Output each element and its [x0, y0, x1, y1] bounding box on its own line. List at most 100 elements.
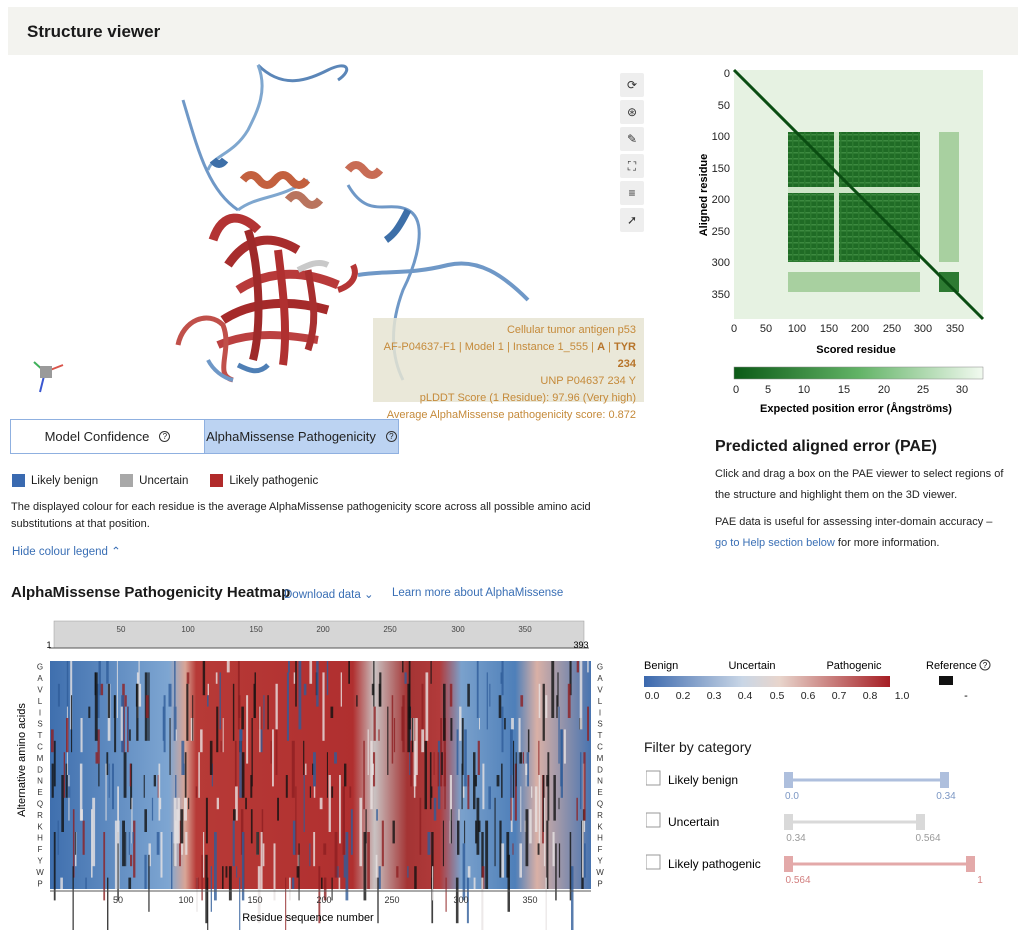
svg-text:0.34: 0.34 — [936, 791, 956, 802]
amino-acid-label: F — [38, 845, 43, 854]
svg-text:350: 350 — [712, 289, 730, 301]
cursor-icon[interactable]: ➚ — [620, 208, 644, 232]
help-section-link[interactable]: go to Help section below — [715, 537, 835, 549]
category-filters: Likely benign 0.0 0.34 Uncertain 0.34 0.… — [645, 770, 1006, 890]
svg-text:0.564: 0.564 — [785, 875, 810, 886]
filter-likely-pathogenic[interactable]: Likely pathogenic 0.564 1 — [645, 854, 983, 886]
reference-label: Reference — [926, 660, 977, 672]
amino-acid-label: I — [39, 708, 41, 717]
svg-text:Uncertain: Uncertain — [668, 815, 719, 829]
pae-x-label: Scored residue — [816, 344, 895, 356]
amino-acid-label: D — [597, 765, 603, 774]
svg-text:100: 100 — [178, 895, 193, 905]
svg-text:300: 300 — [914, 323, 932, 335]
range-start-label: 1 — [46, 640, 51, 650]
svg-text:350: 350 — [946, 323, 964, 335]
svg-text:250: 250 — [384, 895, 399, 905]
legend-uncertain: Uncertain — [120, 474, 188, 487]
amino-acid-label: A — [597, 674, 603, 683]
filter-likely-benign[interactable]: Likely benign 0.0 0.34 — [645, 770, 956, 802]
pae-plot[interactable]: 0 50 100 150 200 250 300 350 0 50 100 15… — [684, 62, 1004, 422]
svg-text:30: 30 — [956, 384, 968, 396]
hide-colour-legend-link[interactable]: Hide colour legend ⌃ — [12, 546, 121, 558]
amino-acid-label: H — [37, 834, 43, 843]
svg-text:150: 150 — [247, 895, 262, 905]
svg-text:1.0: 1.0 — [895, 690, 910, 702]
pae-scale-label: Expected position error (Ångströms) — [760, 402, 952, 415]
sliders-icon[interactable]: ≡ — [620, 181, 644, 205]
svg-text:Likely benign: Likely benign — [668, 773, 738, 787]
svg-text:0: 0 — [731, 323, 737, 335]
amino-acid-label: L — [598, 697, 603, 706]
viewer-toolbar: ⟳ ⊛ ✎ ⛶ ≡ ➚ — [620, 73, 644, 232]
colour-mode-tabs: Model Confidence? AlphaMissense Pathogen… — [10, 419, 399, 454]
svg-text:300: 300 — [453, 895, 468, 905]
svg-text:100: 100 — [788, 323, 806, 335]
amino-acid-label: S — [597, 720, 602, 729]
svg-text:15: 15 — [838, 384, 850, 396]
svg-text:50: 50 — [117, 625, 126, 634]
range-brush[interactable]: 50 100 150 200 250 300 350 1 393 — [44, 619, 594, 651]
amino-acid-label: S — [37, 720, 42, 729]
help-icon[interactable]: ? — [385, 431, 397, 442]
slider-handle-max[interactable] — [940, 772, 949, 788]
amino-acid-label: R — [37, 811, 43, 820]
info-am-score: Average AlphaMissense pathogenicity scor… — [386, 409, 636, 421]
svg-text:Benign: Benign — [644, 660, 678, 672]
svg-text:200: 200 — [316, 895, 331, 905]
filter-uncertain[interactable]: Uncertain 0.34 0.564 — [645, 812, 941, 844]
slider-handle-min[interactable] — [784, 856, 793, 872]
amino-acid-label: C — [37, 743, 43, 752]
tab-alphamissense-pathogenicity[interactable]: AlphaMissense Pathogenicity? — [204, 420, 398, 453]
slider-handle-min[interactable] — [784, 814, 793, 830]
help-icon[interactable]: ? — [159, 431, 171, 442]
amino-acid-label: H — [597, 834, 603, 843]
svg-text:100: 100 — [712, 131, 730, 143]
slider-handle-min[interactable] — [784, 772, 793, 788]
legend-likely-benign: Likely benign — [12, 474, 98, 487]
chevron-up-icon: ⌃ — [111, 546, 121, 558]
target-icon[interactable]: ⊛ — [620, 100, 644, 124]
svg-text:100: 100 — [181, 625, 195, 634]
amino-acid-label: I — [599, 708, 601, 717]
amino-acid-label: F — [598, 845, 603, 854]
svg-text:0.3: 0.3 — [707, 690, 722, 702]
expand-icon[interactable]: ⛶ — [620, 154, 644, 178]
uncertain-checkbox[interactable] — [645, 812, 661, 828]
colour-legend: Likely benign Uncertain Likely pathogeni… — [12, 474, 340, 487]
svg-text:200: 200 — [316, 625, 330, 634]
protein-structure-render[interactable] — [8, 60, 648, 405]
refresh-icon[interactable]: ⟳ — [620, 73, 644, 97]
download-data-dropdown[interactable]: Download data ⌄ — [284, 589, 374, 601]
help-icon[interactable] — [979, 659, 991, 671]
amino-acid-label: Y — [597, 857, 603, 866]
pae-colour-scale — [733, 366, 984, 380]
svg-text:300: 300 — [712, 257, 730, 269]
learn-more-link[interactable]: Learn more about AlphaMissense — [392, 587, 564, 599]
info-plddt: pLDDT Score (1 Residue): 97.96 (Very hig… — [419, 392, 636, 404]
amino-acid-label: W — [596, 868, 604, 877]
heatmap-colour-legend: Benign Uncertain Pathogenic 0.0 0.2 0.3 … — [644, 659, 994, 712]
wrench-icon[interactable]: ✎ — [620, 127, 644, 151]
slider-handle-max[interactable] — [916, 814, 925, 830]
svg-text:50: 50 — [718, 100, 730, 112]
info-uniprot: UNP P04637 234 Y — [540, 375, 636, 387]
svg-text:20: 20 — [878, 384, 890, 396]
amino-acid-label: V — [37, 686, 43, 695]
structure-3d-viewer[interactable]: ⟳ ⊛ ✎ ⛶ ≡ ➚ — [8, 60, 648, 405]
amino-acid-label: N — [37, 777, 43, 786]
amino-acid-label: P — [597, 879, 602, 888]
amino-acid-label: D — [37, 765, 43, 774]
tab-model-confidence[interactable]: Model Confidence? — [11, 420, 204, 453]
pae-title: Predicted aligned error (PAE) — [715, 438, 937, 455]
svg-text:-: - — [964, 690, 968, 702]
svg-text:250: 250 — [883, 323, 901, 335]
likely-pathogenic-checkbox[interactable] — [645, 854, 661, 870]
svg-text:10: 10 — [798, 384, 810, 396]
likely-benign-checkbox[interactable] — [645, 770, 661, 786]
svg-text:25: 25 — [917, 384, 929, 396]
svg-text:0.0: 0.0 — [645, 690, 660, 702]
slider-handle-max[interactable] — [966, 856, 975, 872]
